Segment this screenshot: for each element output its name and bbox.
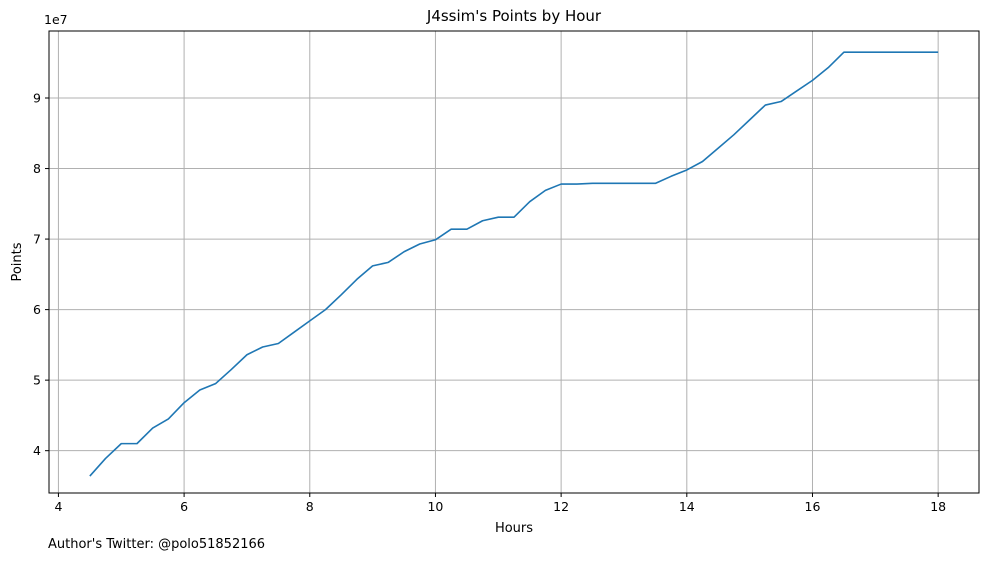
- chart-title: J4ssim's Points by Hour: [426, 7, 602, 25]
- y-tick-label: 9: [33, 91, 41, 106]
- y-axis-offset-label: 1e7: [44, 12, 68, 27]
- series-line: [89, 51, 939, 477]
- x-tick-label: 8: [306, 499, 314, 514]
- y-tick-label: 4: [33, 443, 41, 458]
- ticks: 4 6 8 10 12 14 16 18 4 5 6 7 8 9: [33, 91, 946, 514]
- grid: [49, 31, 979, 493]
- x-tick-label: 4: [54, 499, 62, 514]
- y-tick-label: 5: [33, 373, 41, 388]
- series-layer: [89, 51, 939, 477]
- y-tick-label: 7: [33, 232, 41, 247]
- y-tick-label: 8: [33, 161, 41, 176]
- x-tick-label: 10: [427, 499, 443, 514]
- x-tick-label: 14: [679, 499, 695, 514]
- x-tick-label: 12: [553, 499, 569, 514]
- plot-frame: [48, 30, 980, 494]
- x-tick-label: 6: [180, 499, 188, 514]
- y-axis-label: Points: [10, 242, 25, 281]
- x-tick-label: 16: [805, 499, 821, 514]
- y-tick-label: 6: [33, 302, 41, 317]
- x-tick-label: 18: [930, 499, 946, 514]
- author-footnote: Author's Twitter: @polo51852166: [48, 537, 266, 552]
- x-axis-label: Hours: [495, 521, 533, 536]
